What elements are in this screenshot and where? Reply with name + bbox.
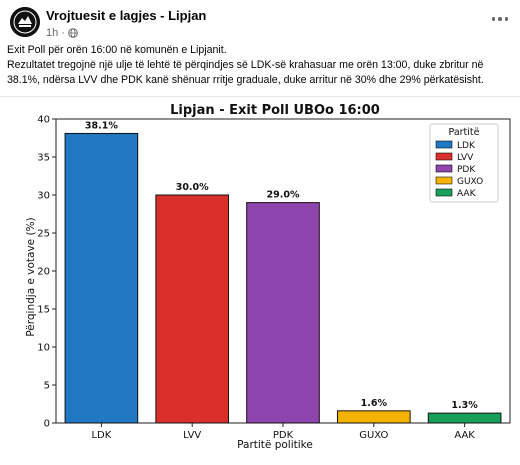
y-tick-label: 5 bbox=[44, 381, 50, 392]
y-tick-label: 30 bbox=[37, 191, 50, 202]
post-meta: 1h · bbox=[46, 27, 78, 39]
y-tick-label: 35 bbox=[37, 153, 50, 164]
post-text: Exit Poll për orën 16:00 në komunën e Li… bbox=[7, 43, 515, 88]
bar-ldk bbox=[64, 132, 139, 424]
legend-swatch-ldk bbox=[435, 140, 453, 149]
y-tick-label: 15 bbox=[37, 305, 50, 316]
bar-guxo bbox=[336, 410, 411, 424]
y-tick-label: 0 bbox=[44, 419, 50, 430]
value-labels: 38.1% 30.0% 29.0% 1.6% 1.3% bbox=[85, 120, 478, 411]
bar-pdk bbox=[246, 202, 320, 424]
bar-chart: 0 5 10 15 20 25 30 35 40 LDK LVV PDK GUXO AAK 38.1% 30… bbox=[25, 103, 511, 451]
value-label-aak: 1.3% bbox=[451, 400, 478, 411]
chart-image[interactable]: 0 5 10 15 20 25 30 35 40 LDK LVV PDK GUXO AAK 38.1% 30… bbox=[0, 96, 520, 460]
post-text-line-1: Exit Poll për orën 16:00 në komunën e Li… bbox=[7, 44, 227, 56]
legend-swatch-guxo bbox=[435, 176, 453, 185]
x-tick-label-aak: AAK bbox=[454, 430, 475, 441]
meta-separator: · bbox=[61, 27, 65, 39]
bars bbox=[64, 132, 502, 424]
y-tick-label: 40 bbox=[37, 115, 50, 126]
legend-entry-ldk: LDK bbox=[457, 141, 476, 151]
x-tick-label-pdk: PDK bbox=[273, 430, 294, 441]
x-axis-label: Partitë politike bbox=[237, 439, 313, 451]
bar-lvv bbox=[155, 194, 230, 424]
avatar[interactable] bbox=[10, 7, 40, 37]
value-label-lvv: 30.0% bbox=[176, 182, 209, 193]
more-options-icon[interactable] bbox=[488, 10, 512, 28]
bar-aak bbox=[427, 412, 502, 424]
chart-title: Lipjan - Exit Poll UBOo 16:00 bbox=[170, 103, 380, 118]
post-header: Vrojtuesit e lagjes - Lipjan 1h · bbox=[0, 0, 520, 42]
legend-swatch-pdk bbox=[435, 164, 453, 173]
page-name[interactable]: Vrojtuesit e lagjes - Lipjan bbox=[46, 8, 207, 23]
y-tick-label: 20 bbox=[37, 267, 50, 278]
post-text-line-2: Rezultatet tregojnë një ulje të lehtë të… bbox=[7, 59, 484, 86]
legend-title: Partitë bbox=[449, 127, 480, 138]
avatar-logo-icon bbox=[10, 7, 40, 37]
y-axis-label: Përqindja e votave (%) bbox=[25, 217, 37, 336]
y-tick-label: 25 bbox=[37, 229, 50, 240]
value-label-pdk: 29.0% bbox=[267, 190, 300, 201]
post-time[interactable]: 1h bbox=[46, 27, 59, 39]
legend-entry-lvv: LVV bbox=[457, 153, 474, 163]
x-tick-label-lvv: LVV bbox=[183, 430, 201, 441]
legend-swatch-lvv bbox=[435, 152, 453, 161]
y-tick-label: 10 bbox=[37, 343, 50, 354]
legend-entry-guxo: GUXO bbox=[457, 177, 483, 187]
value-label-ldk: 38.1% bbox=[85, 120, 118, 131]
legend-swatch-aak bbox=[435, 188, 453, 197]
legend: Partitë LDK LVV PDK GUXO AAK bbox=[429, 123, 499, 203]
x-tick-label-guxo: GUXO bbox=[359, 430, 388, 441]
x-tick-label-ldk: LDK bbox=[91, 430, 111, 441]
legend-entry-aak: AAK bbox=[457, 189, 477, 199]
value-label-guxo: 1.6% bbox=[361, 398, 388, 409]
legend-entry-pdk: PDK bbox=[457, 165, 476, 175]
globe-icon bbox=[68, 28, 78, 38]
